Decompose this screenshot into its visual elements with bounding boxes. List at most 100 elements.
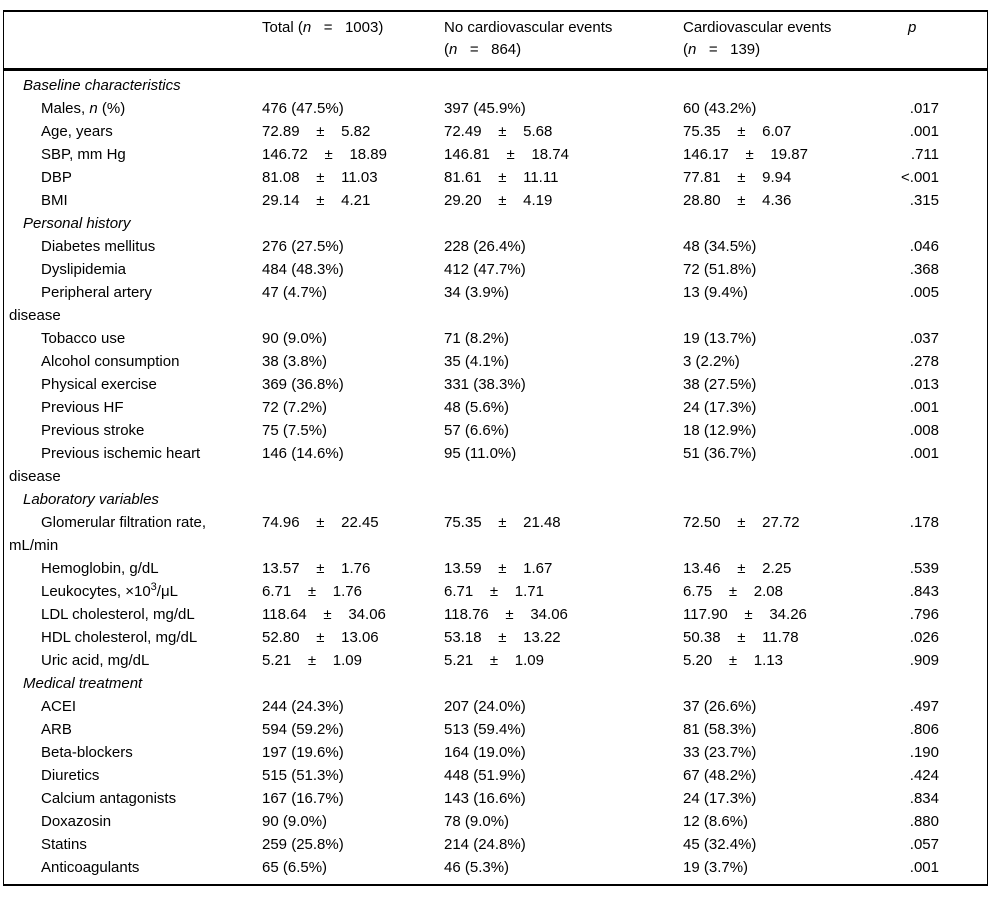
row-label: Previous stroke (4, 419, 258, 442)
cell-no-cv-events: 513 (59.4%) (444, 721, 526, 738)
cell-cv-events: 13 (9.4%) (683, 284, 749, 301)
text-part: DBP (41, 169, 72, 186)
text-part: Medical treatment (23, 675, 143, 692)
row-label: SBP, mm Hg (4, 143, 258, 166)
table-row: Males, n (%) 476 (47.5%) 397 (45.9%) 60 (43… (4, 97, 987, 120)
row-label: ARB (4, 718, 258, 741)
text-part: No cardiovascular events (444, 19, 613, 36)
table-row: Physical exercise 369 (36.8%) 331 (38.3%) 3… (4, 373, 987, 396)
cell-p: .424 (909, 767, 939, 784)
table-row: Diuretics 515 (51.3%) 448 (51.9%) 67 (48.2%… (4, 764, 987, 787)
cell-no-cv-events: 72.49 ± 5.68 (444, 123, 553, 140)
column-header-total: Total (n = 1003) (258, 17, 440, 61)
cell-no-cv-events: 81.61 ± 11.11 (444, 169, 559, 186)
cell-total: 244 (24.3%) (262, 698, 344, 715)
cell-total: 118.64 ± 34.06 (262, 606, 386, 623)
cell-total: 167 (16.7%) (262, 790, 344, 807)
text-part: Doxazosin (41, 813, 112, 830)
cell-no-cv-events: 53.18 ± 13.22 (444, 629, 561, 646)
text-part: Age, years (41, 123, 113, 140)
cell-cv-events: 33 (23.7%) (683, 744, 757, 761)
cell-cv-events: 51 (36.7%) (683, 445, 757, 462)
cell-p: .001 (909, 445, 939, 462)
cell-no-cv-events: 412 (47.7%) (444, 261, 526, 278)
row-label: Previous HF (4, 396, 258, 419)
text-part: Laboratory variables (23, 491, 159, 508)
section-label: Personal history (4, 212, 987, 235)
row-label: Age, years (4, 120, 258, 143)
section-label: Laboratory variables (4, 488, 987, 511)
cell-p: .880 (909, 813, 939, 830)
cell-no-cv-events: 214 (24.8%) (444, 836, 526, 853)
cell-p: .026 (909, 629, 939, 646)
cell-cv-events: 72 (51.8%) (683, 261, 757, 278)
cell-p: .909 (909, 652, 939, 669)
cell-p: .711 (910, 146, 939, 163)
text-part: SBP, mm Hg (41, 146, 126, 163)
row-label: Statins (4, 833, 258, 856)
cell-cv-events: 48 (34.5%) (683, 238, 757, 255)
cell-cv-events: 50.38 ± 11.78 (683, 629, 799, 646)
cell-total: 276 (27.5%) (262, 238, 344, 255)
table-row: ARB 594 (59.2%) 513 (59.4%) 81 (58.3%) .806 (4, 718, 987, 741)
row-label: Glomerular filtration rate, mL/min (4, 511, 258, 557)
cell-no-cv-events: 75.35 ± 21.48 (444, 514, 561, 531)
row-label: Males, n (%) (4, 97, 258, 120)
column-header-p: p (856, 17, 987, 61)
cell-total: 81.08 ± 11.03 (262, 169, 378, 186)
text-part: BMI (41, 192, 68, 209)
cell-no-cv-events: 34 (3.9%) (444, 284, 510, 301)
table-body: Baseline characteristics Males, n (%) 476 … (4, 71, 987, 884)
cell-total: 197 (19.6%) (262, 744, 344, 761)
row-label: Hemoglobin, g/dL (4, 557, 258, 580)
row-label: Physical exercise (4, 373, 258, 396)
cell-p: .278 (909, 353, 939, 370)
cell-total: 72 (7.2%) (262, 399, 328, 416)
row-label: Peripheral artery disease (4, 281, 258, 327)
cell-p: .005 (909, 284, 939, 301)
row-label: Dyslipidemia (4, 258, 258, 281)
section-row: Medical treatment (4, 672, 987, 695)
table-row: Diabetes mellitus 276 (27.5%) 228 (26.4%) 4… (4, 235, 987, 258)
cell-cv-events: 45 (32.4%) (683, 836, 757, 853)
table-row: SBP, mm Hg 146.72 ± 18.89 146.81 ± 18.74 14… (4, 143, 987, 166)
text-part: Leukocytes, ×10 (41, 583, 151, 600)
table-row: Glomerular filtration rate, mL/min 74.96 ±… (4, 511, 987, 557)
cell-p: .013 (909, 376, 939, 393)
italic-text: p (908, 19, 917, 36)
cell-total: 38 (3.8%) (262, 353, 328, 370)
cell-no-cv-events: 331 (38.3%) (444, 376, 526, 393)
cell-p: .046 (909, 238, 939, 255)
text-part: Dyslipidemia (41, 261, 127, 278)
text-part: HDL cholesterol, mg/dL (41, 629, 198, 646)
cell-p: .315 (909, 192, 939, 209)
text-part: Diabetes mellitus (41, 238, 156, 255)
table-row: Tobacco use 90 (9.0%) 71 (8.2%) 19 (13.7%).… (4, 327, 987, 350)
cell-p: .368 (909, 261, 939, 278)
row-label: DBP (4, 166, 258, 189)
cell-no-cv-events: 29.20 ± 4.19 (444, 192, 553, 209)
text-part: Statins (41, 836, 87, 853)
cell-p: .057 (909, 836, 939, 853)
cell-total: 484 (48.3%) (262, 261, 344, 278)
baseline-characteristics-table: Total (n = 1003) No cardiovascular events… (3, 10, 988, 886)
cell-total: 90 (9.0%) (262, 330, 328, 347)
row-label: HDL cholesterol, mg/dL (4, 626, 258, 649)
column-header-cv-events: Cardiovascular events (n = 139) (679, 17, 856, 61)
cell-p: .843 (909, 583, 939, 600)
table-row: HDL cholesterol, mg/dL 52.80 ± 13.06 53.18… (4, 626, 987, 649)
cell-p: .008 (909, 422, 939, 439)
cell-cv-events: 75.35 ± 6.07 (683, 123, 792, 140)
cell-total: 75 (7.5%) (262, 422, 328, 439)
table-row: Previous ischemic heart disease 146 (14.6%… (4, 442, 987, 488)
table-row: Anticoagulants 65 (6.5%) 46 (5.3%) 19 (3.7%… (4, 856, 987, 879)
row-label: Diabetes mellitus (4, 235, 258, 258)
cell-no-cv-events: 71 (8.2%) (444, 330, 510, 347)
row-label: Anticoagulants (4, 856, 258, 879)
cell-cv-events: 28.80 ± 4.36 (683, 192, 792, 209)
text-part: = 864) (457, 41, 522, 58)
text-part: Peripheral artery (41, 284, 152, 301)
cell-cv-events: 6.75 ± 2.08 (683, 583, 783, 600)
header-empty-cell (4, 17, 258, 61)
cell-cv-events: 77.81 ± 9.94 (683, 169, 792, 186)
